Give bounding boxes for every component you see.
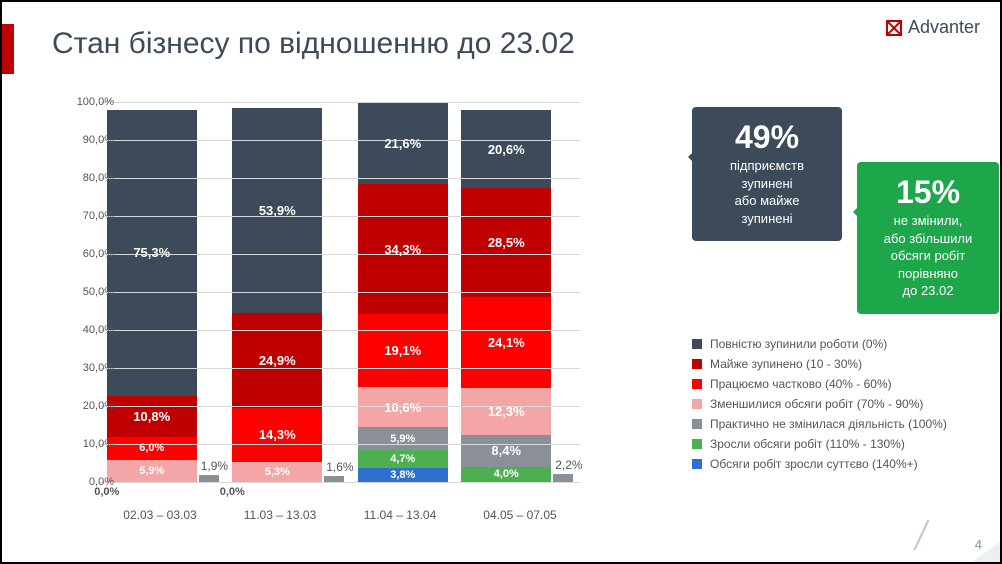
bar-segment: 24,1%	[461, 297, 551, 389]
legend-label: Працюємо частково (40% - 60%)	[710, 377, 892, 391]
bar-segment: 5,9%	[107, 460, 197, 482]
callout-unchanged: 15% не змінили,або збільшилиобсяги робіт…	[857, 162, 999, 314]
legend-item: Повністю зупинили роботи (0%)	[692, 337, 992, 351]
side-bar-label: 1,9%	[201, 459, 228, 473]
bar-segment: 21,6%	[358, 102, 448, 184]
bar-segment	[199, 475, 219, 482]
grid-line	[100, 216, 580, 217]
bar-segment: 20,6%	[461, 110, 551, 188]
y-tick-label: 50,0%	[54, 286, 114, 298]
accent-bar	[2, 24, 14, 74]
y-tick-label: 90,0%	[54, 134, 114, 146]
callout-big: 49%	[710, 121, 824, 153]
callout-text: не змінили,або збільшилиобсяги робітпорі…	[875, 212, 981, 300]
bar-segment: 19,1%	[358, 314, 448, 387]
legend-swatch	[692, 399, 702, 409]
logo-icon	[886, 20, 902, 36]
bar-main: 75,3%10,8%6,0%5,9%0,0%	[107, 110, 197, 482]
brand-name: Advanter	[908, 17, 980, 38]
x-tick-label: 04.05 – 07.05	[464, 508, 576, 522]
legend-label: Практично не змінилася діяльність (100%)	[710, 417, 947, 431]
grid-line	[100, 292, 580, 293]
grid-line	[100, 482, 580, 483]
legend-item: Зменшилися обсяги робіт (70% - 90%)	[692, 397, 992, 411]
bar-segment	[553, 474, 573, 482]
legend-item: Зросли обсяги робіт (110% - 130%)	[692, 437, 992, 451]
legend-label: Майже зупинено (10 - 30%)	[710, 357, 862, 371]
bar-segment: 75,3%	[107, 110, 197, 396]
bar-segment: 28,5%	[461, 188, 551, 296]
y-tick-label: 60,0%	[54, 248, 114, 260]
legend-item: Майже зупинено (10 - 30%)	[692, 357, 992, 371]
x-tick-label: 11.04 – 13.04	[344, 508, 456, 522]
legend-label: Зросли обсяги робіт (110% - 130%)	[710, 437, 905, 451]
legend-label: Зменшилися обсяги робіт (70% - 90%)	[710, 397, 923, 411]
brand-logo: Advanter	[886, 17, 980, 38]
legend: Повністю зупинили роботи (0%) Майже зупин…	[692, 337, 992, 477]
callout-big: 15%	[875, 176, 981, 208]
stacked-bar-chart: 75,3%10,8%6,0%5,9%0,0%1,9%53,9%24,9%14,3…	[52, 102, 602, 522]
y-tick-label: 30,0%	[54, 362, 114, 374]
side-bar-label: 2,2%	[555, 458, 582, 472]
grid-line	[100, 368, 580, 369]
bar-segment: 6,0%	[107, 437, 197, 460]
legend-label: Повністю зупинили роботи (0%)	[710, 337, 887, 351]
callout-stopped: 49% підприємств зупиненіабо майже зупине…	[692, 107, 842, 241]
legend-swatch	[692, 339, 702, 349]
bar-segment: 10,6%	[358, 387, 448, 427]
grid-line	[100, 254, 580, 255]
legend-item: Обсяги робіт зросли суттєво (140%+)	[692, 457, 992, 471]
bar-column: 20,6%28,5%24,1%12,3%8,4%4,0%2,2%	[461, 110, 573, 482]
plot-area: 75,3%10,8%6,0%5,9%0,0%1,9%53,9%24,9%14,3…	[100, 102, 580, 482]
bar-segment: 5,9%	[358, 427, 448, 449]
y-tick-label: 80,0%	[54, 172, 114, 184]
bar-column: 53,9%24,9%14,3%5,3%0,0%1,6%	[232, 108, 344, 482]
legend-swatch	[692, 459, 702, 469]
grid-line	[100, 102, 580, 103]
x-axis: 02.03 – 03.03 11.03 – 13.03 11.04 – 13.04 0…	[100, 508, 580, 522]
bar-segment: 12,3%	[461, 388, 551, 435]
y-tick-label: 20,0%	[54, 400, 114, 412]
bar-main: 20,6%28,5%24,1%12,3%8,4%4,0%	[461, 110, 551, 482]
legend-item: Практично не змінилася діяльність (100%)	[692, 417, 992, 431]
slide: Стан бізнесу по відношенню до 23.02 Adva…	[0, 0, 1002, 564]
y-tick-label: 70,0%	[54, 210, 114, 222]
grid-line	[100, 140, 580, 141]
grid-line	[100, 330, 580, 331]
bar-main: 53,9%24,9%14,3%5,3%0,0%	[232, 108, 322, 482]
bar-segment: 10,8%	[107, 396, 197, 437]
grid-line	[100, 444, 580, 445]
callout-text: підприємств зупиненіабо майже зупинені	[710, 157, 824, 227]
page-number: 4	[975, 537, 982, 552]
bar-segment: 53,9%	[232, 108, 322, 313]
bar-segment: 14,3%	[232, 408, 322, 462]
x-tick-label: 11.03 – 13.03	[224, 508, 336, 522]
y-tick-label: 40,0%	[54, 324, 114, 336]
decorative-slash	[910, 520, 940, 550]
y-tick-label: 100,0%	[54, 96, 114, 108]
bar-segment: 4,7%	[358, 450, 448, 468]
bar-segment: 34,3%	[358, 184, 448, 314]
legend-swatch	[692, 419, 702, 429]
legend-label: Обсяги робіт зросли суттєво (140%+)	[710, 457, 918, 471]
legend-item: Працюємо частково (40% - 60%)	[692, 377, 992, 391]
legend-swatch	[692, 379, 702, 389]
grid-line	[100, 178, 580, 179]
grid-line	[100, 406, 580, 407]
y-tick-label: 10,0%	[54, 438, 114, 450]
bar-side	[553, 474, 573, 482]
legend-swatch	[692, 359, 702, 369]
legend-swatch	[692, 439, 702, 449]
bar-segment: 3,8%	[358, 468, 448, 482]
side-bar-label: 1,6%	[326, 460, 353, 474]
slide-title: Стан бізнесу по відношенню до 23.02	[52, 27, 575, 61]
bar-segment: 5,3%	[232, 462, 322, 482]
y-tick-label: 0,0%	[54, 476, 114, 488]
bar-segment: 4,0%	[461, 467, 551, 482]
bar-segment: 8,4%	[461, 435, 551, 467]
bar-side	[199, 475, 219, 482]
x-tick-label: 02.03 – 03.03	[104, 508, 216, 522]
bar-segment: 24,9%	[232, 313, 322, 408]
bar-column: 75,3%10,8%6,0%5,9%0,0%1,9%	[107, 110, 219, 482]
